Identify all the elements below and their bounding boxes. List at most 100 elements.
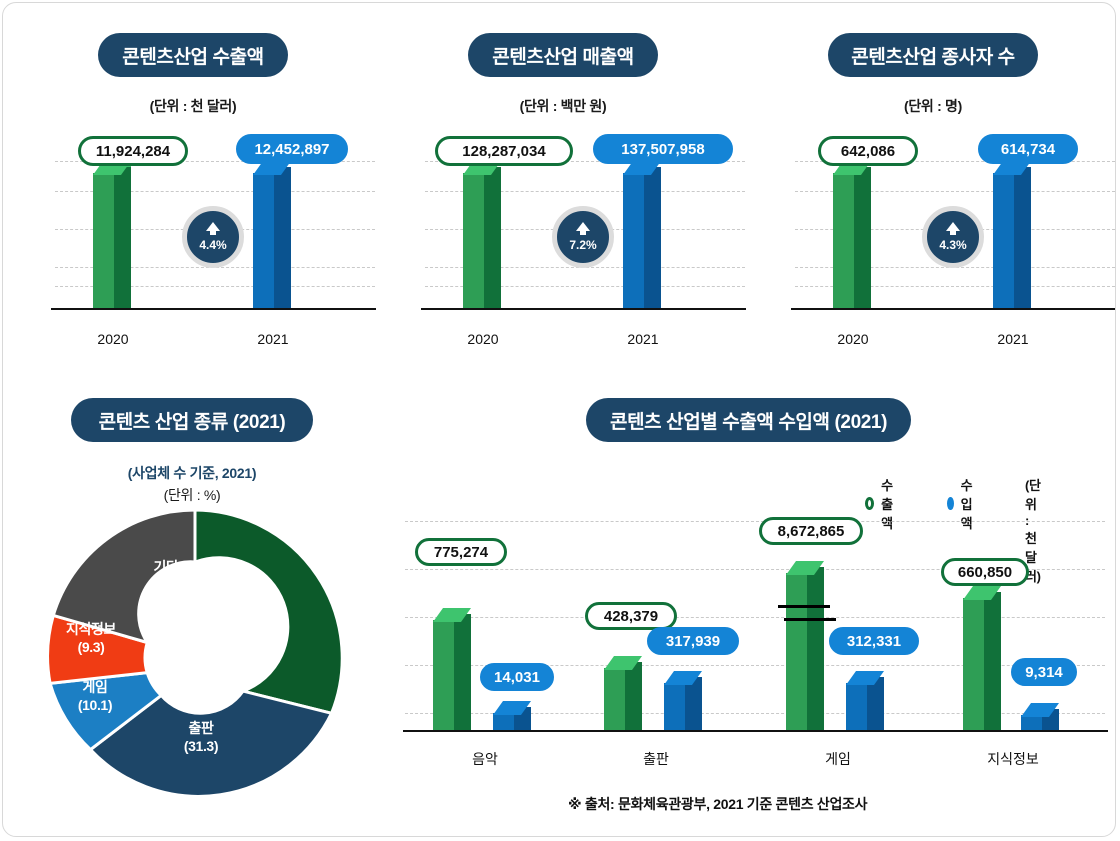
arrow-stem [950,229,956,235]
growth-indicator-export: 4.4% [182,206,244,268]
growth-suffix: % [216,237,227,252]
growth-value: 4.4 [199,237,216,252]
gridline [795,191,1115,192]
bar-export-game [786,561,834,730]
gridline [405,665,1105,666]
gridline [405,617,1105,618]
source-footer: ※ 출처: 문화체육관광부, 2021 기준 콘텐츠 산업조사 [568,796,868,812]
legend-import: 수입액 [947,475,979,532]
donut-unit: (단위 : %) [163,487,221,503]
bar-2020-revenue [463,161,511,308]
value-badge-export-knowledge: 660,850 [941,558,1029,586]
legend-export: 수출액 [865,475,897,532]
donut-label-music: 음악 (31.3) [233,570,269,604]
gridline [425,191,745,192]
donut-title: 콘텐츠 산업 종류 (2021) [71,398,313,442]
growth-value: 7.2 [569,237,586,252]
value-badge-import-knowledge: 9,314 [1011,658,1077,686]
category-label-music: 음악 [472,751,498,767]
donut-slice-other [51,508,197,646]
panel-title-employees: 콘텐츠산업 종사자 수 [828,33,1038,77]
bar-2020-employees [833,161,881,308]
bar-2021-export [253,161,301,308]
gridline [405,521,1105,522]
donut-label-publishing: 출판 (31.3) [183,720,219,754]
arrow-stem [580,229,586,235]
value-badge-2021-export: 12,452,897 [236,134,348,164]
growth-indicator-employees: 4.3% [922,206,984,268]
bar-export-music [433,608,481,730]
kpi-panel-export: 콘텐츠산업 수출액 (단위 : 천 달러) 11,924,284 12,452,… [23,3,376,363]
bar-import-knowledge [1021,703,1069,730]
gridline [425,286,745,287]
legend-label-import: 수입액 [960,478,973,531]
value-badge-import-publishing: 317,939 [647,627,739,655]
panel-unit-export: (단위 : 천 달러) [149,98,237,114]
gridline [425,161,745,162]
circle-filled-icon [947,497,954,510]
bar-2020-export [93,161,141,308]
arrow-up-icon [206,221,220,231]
panel-title-revenue: 콘텐츠산업 매출액 [468,33,658,77]
donut-subtitle: (사업체 수 기준, 2021) [127,465,257,481]
donut-chart [46,508,344,798]
category-label-game: 게임 [825,751,851,767]
growth-suffix: % [586,237,597,252]
donut-slice-publishing [88,689,334,798]
growth-suffix: % [956,237,967,252]
legend-unit: (단위 : 천 달러) [1025,478,1041,584]
value-badge-2020-employees: 642,086 [818,136,918,166]
axis-break-mark [784,618,836,621]
donut-label-knowledge: 지식정보 (9.3) [66,621,116,655]
axis-line [403,730,1108,732]
value-badge-export-publishing: 428,379 [585,602,677,630]
donut-slice-music [193,508,344,716]
bar-2021-employees [993,161,1041,308]
panel-title-export: 콘텐츠산업 수출액 [98,33,288,77]
year-label-2021: 2021 [627,331,659,347]
circle-outline-icon [865,497,875,510]
gridline [405,569,1105,570]
category-label-knowledge: 지식정보 [987,751,1039,767]
gridline [405,713,1105,714]
bar-import-game [846,671,894,730]
value-badge-2021-revenue: 137,507,958 [593,134,733,164]
year-label-2021: 2021 [257,331,289,347]
value-badge-2020-export: 11,924,284 [78,136,188,166]
arrow-up-icon [946,221,960,231]
bar-import-music [493,701,541,730]
gridline [795,286,1115,287]
year-label-2020: 2020 [97,331,129,347]
arrow-stem [210,229,216,235]
axis-break-mark [778,605,830,608]
axis-line [51,308,376,310]
value-badge-export-game: 8,672,865 [759,517,863,545]
category-label-publishing: 출판 [643,751,669,767]
value-badge-import-music: 14,031 [480,663,554,691]
gridline [795,161,1115,162]
gridline [55,286,375,287]
growth-value: 4.3 [939,237,956,252]
legend-label-export: 수출액 [881,478,894,531]
year-label-2021: 2021 [997,331,1029,347]
bar-export-knowledge [963,586,1011,730]
panel-unit-employees: (단위 : 명) [903,98,962,114]
gridline [55,191,375,192]
barchart-title: 콘텐츠 산업별 수출액 수입액 (2021) [586,398,911,442]
donut-label-game: 게임 (10.1) [77,679,113,713]
year-label-2020: 2020 [467,331,499,347]
bar-2021-revenue [623,161,671,308]
bar-import-publishing [664,671,712,730]
axis-line [791,308,1115,310]
value-badge-2021-employees: 614,734 [978,134,1078,164]
growth-indicator-revenue: 7.2% [552,206,614,268]
donut-label-other: 기타 (18) [153,559,179,593]
arrow-up-icon [576,221,590,231]
axis-line [421,308,746,310]
year-label-2020: 2020 [837,331,869,347]
value-badge-export-music: 775,274 [415,538,507,566]
value-badge-import-game: 312,331 [829,627,919,655]
bar-export-publishing [604,656,652,730]
panel-unit-revenue: (단위 : 백만 원) [519,98,607,114]
